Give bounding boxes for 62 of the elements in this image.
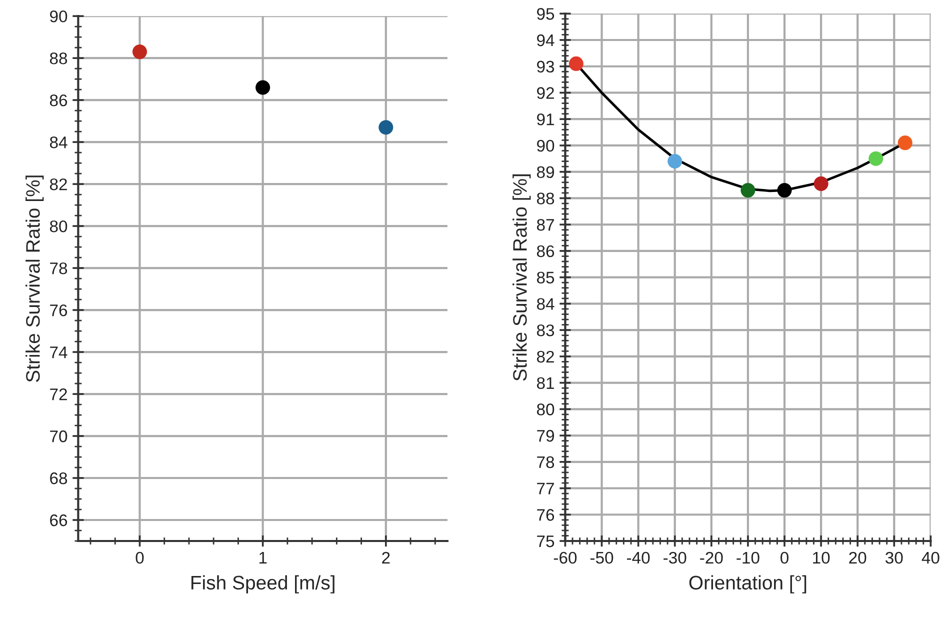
y-tick-label: 85 (536, 272, 554, 284)
point (256, 80, 270, 95)
y-tick-label: 77 (537, 482, 554, 494)
y-tick-label: 76 (50, 304, 68, 316)
point (898, 136, 912, 150)
y-tick-label: 78 (50, 262, 68, 274)
point (814, 176, 828, 191)
x-tick-label: 10 (813, 552, 830, 564)
x-tick-label: -40 (626, 552, 650, 564)
y-axis-title: Strike Survival Ratio [%] (26, 176, 44, 382)
x-tick-label: 0 (136, 552, 144, 564)
point (740, 183, 756, 198)
y-tick-label: 87 (536, 218, 554, 231)
x-tick-label: -50 (590, 552, 614, 564)
y-tick-label: 84 (50, 136, 68, 148)
y-tick-label: 75 (537, 536, 554, 548)
point (378, 120, 394, 135)
x-axis-title: Fish Speed [m/s] (191, 575, 334, 594)
y-tick-label: 72 (50, 388, 67, 400)
point (668, 154, 682, 169)
y-tick-label: 82 (536, 350, 554, 363)
y-tick-label: 90 (50, 10, 68, 22)
y-tick-label: 92 (537, 87, 554, 99)
y-tick-label: 84 (536, 298, 554, 310)
x-tick-label: -60 (554, 552, 577, 564)
y-tick-label: 82 (50, 178, 67, 190)
y-tick-label: 80 (536, 404, 554, 416)
y-tick-label: 88 (50, 52, 68, 64)
x-tick-label: 20 (849, 552, 866, 564)
point (777, 183, 792, 198)
y-tick-label: 95 (537, 8, 554, 20)
y-tick-label: 90 (537, 140, 554, 152)
y-tick-label: 79 (537, 430, 554, 442)
x-tick-label: 30 (886, 552, 903, 564)
x-tick-label: 0 (780, 552, 788, 564)
x-tick-label: 40 (922, 552, 940, 564)
x-tick-label: -30 (664, 552, 686, 564)
y-tick-label: 86 (536, 245, 554, 258)
x-axis-title: Orientation [°] (689, 575, 806, 594)
point (868, 151, 884, 166)
y-tick-label: 66 (50, 514, 68, 526)
x-tick-label: 2 (382, 552, 390, 564)
y-tick-label: 68 (50, 472, 68, 484)
x-tick-label: -10 (736, 552, 760, 564)
y-tick-label: 81 (536, 377, 554, 389)
y-tick-label: 78 (537, 456, 554, 468)
y-tick-label: 74 (50, 346, 68, 358)
x-tick-label: 1 (259, 552, 267, 564)
y-tick-label: 88 (536, 192, 554, 204)
y-tick-label: 94 (537, 34, 554, 46)
y-tick-label: 80 (50, 220, 68, 232)
y-tick-label: 70 (50, 430, 68, 442)
y-tick-label: 86 (50, 94, 68, 106)
y-tick-label: 91 (537, 113, 554, 126)
y-tick-label: 93 (537, 60, 554, 73)
y-tick-label: 83 (536, 324, 554, 336)
y-tick-label: 76 (537, 509, 554, 521)
point (132, 44, 148, 60)
point (568, 56, 584, 72)
y-axis-title: Strike Survival Ratio [%] (512, 174, 531, 381)
x-tick-label: -20 (700, 552, 723, 564)
y-tick-label: 89 (536, 166, 554, 178)
